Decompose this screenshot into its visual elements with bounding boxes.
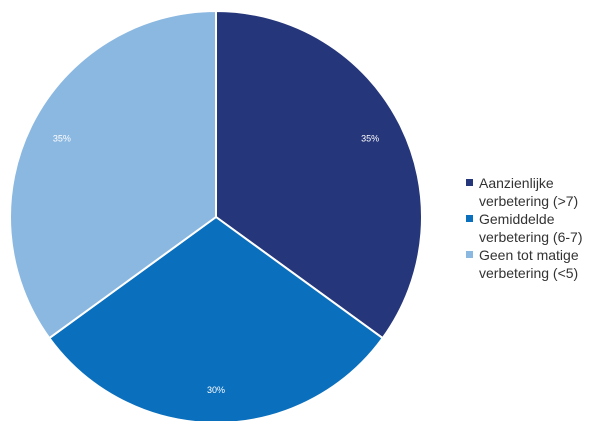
- legend-label-line-2: verbetering (>7): [479, 193, 579, 209]
- chart-legend: Aanzienlijke verbetering (>7) Gemiddelde…: [466, 174, 614, 282]
- pie-slice-aanzienlijke: [215, 9, 423, 340]
- legend-swatch-gemiddelde: [466, 215, 473, 222]
- legend-label-line-1: Gemiddelde: [479, 211, 555, 227]
- pie-slice-gemiddelde: [47, 215, 385, 421]
- legend-item-geen: Geen tot matige verbetering (<5): [466, 246, 614, 282]
- legend-item-gemiddelde: Gemiddelde verbetering (6-7): [466, 210, 614, 246]
- legend-label-line-2: verbetering (6-7): [479, 229, 583, 245]
- data-labels: 35% 30% 35%: [53, 133, 379, 395]
- legend-swatch-geen: [466, 251, 473, 258]
- legend-label-line-1: Geen tot matige: [479, 247, 579, 263]
- pie-slices: [9, 9, 423, 421]
- data-label-aanzienlijke: 35%: [361, 133, 379, 143]
- legend-label-line-2: verbetering (<5): [479, 265, 579, 281]
- legend-label-line-1: Aanzienlijke: [479, 175, 554, 191]
- data-label-gemiddelde: 30%: [207, 385, 225, 395]
- legend-item-aanzienlijke: Aanzienlijke verbetering (>7): [466, 174, 614, 210]
- data-label-geen: 35%: [53, 133, 71, 143]
- pie-slice-geen: [9, 9, 217, 340]
- legend-swatch-aanzienlijke: [466, 179, 473, 186]
